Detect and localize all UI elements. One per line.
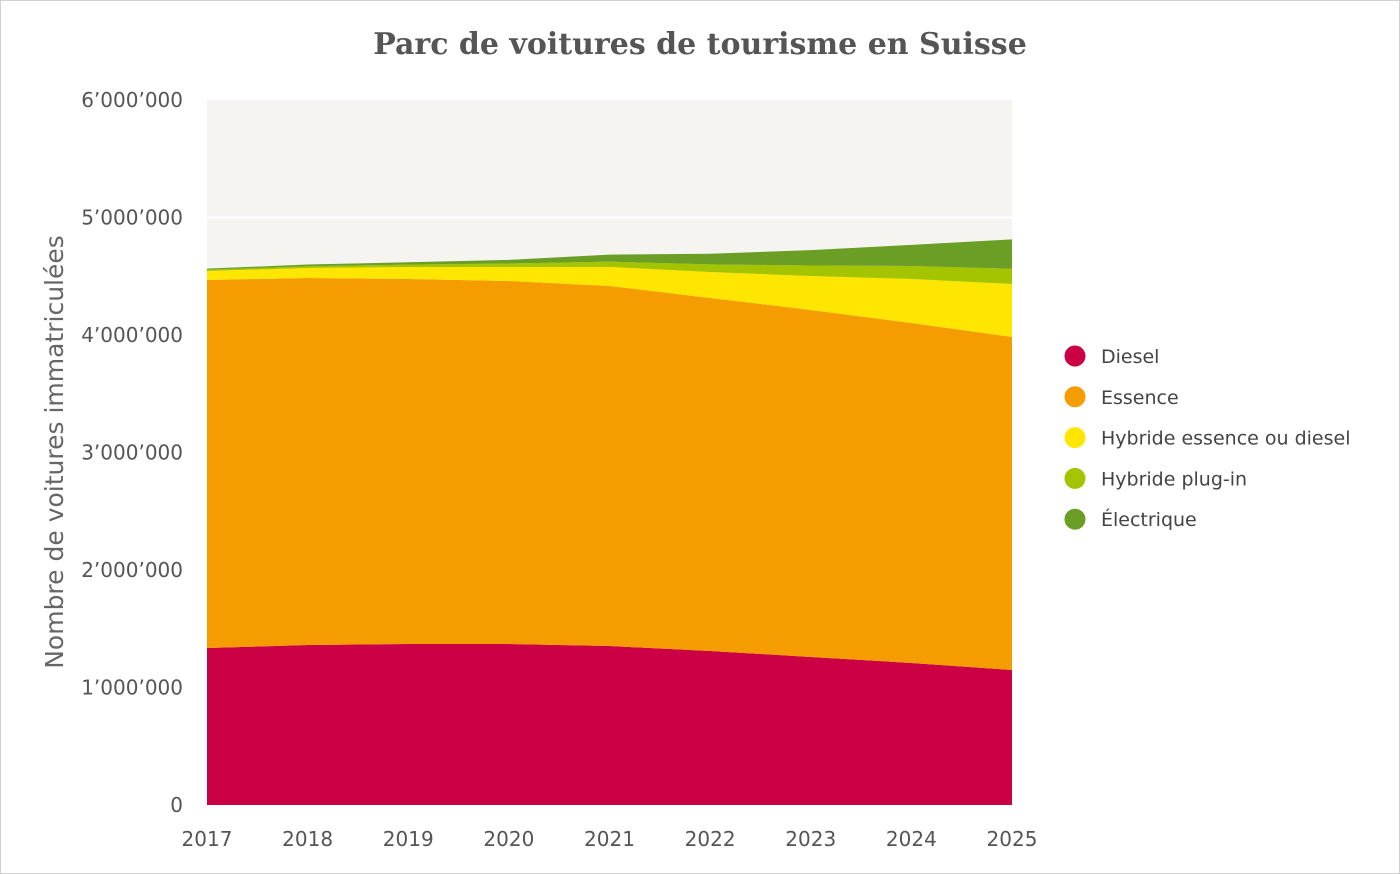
legend-marker (1064, 345, 1086, 367)
y-tick-label: 2’000’000 (81, 558, 183, 582)
x-tick-label: 2021 (584, 827, 635, 851)
y-tick-label: 6’000’000 (81, 88, 183, 112)
legend-marker (1064, 467, 1086, 489)
legend-label: Hybride essence ou diesel (1101, 428, 1350, 450)
x-tick-label: 2018 (282, 827, 333, 851)
x-tick-label: 2022 (685, 827, 736, 851)
y-tick-label: 5’000’000 (81, 206, 183, 230)
legend-label: Essence (1101, 387, 1179, 409)
legend-label: Électrique (1101, 508, 1197, 531)
legend-marker (1064, 508, 1086, 530)
legend-label: Hybride plug-in (1101, 468, 1247, 490)
y-tick-label: 3’000’000 (81, 441, 183, 465)
legend-item: Hybride essence ou diesel (1064, 427, 1350, 450)
legend-item: Hybride plug-in (1064, 467, 1247, 490)
x-tick-label: 2023 (785, 827, 836, 851)
legend-label: Diesel (1101, 346, 1159, 368)
legend-item: Diesel (1064, 345, 1159, 368)
legend-item: Essence (1064, 386, 1179, 409)
area-diesel (207, 644, 1012, 805)
area--lectrique (207, 239, 1012, 270)
y-tick-label: 4’000’000 (81, 323, 183, 347)
area-essence (207, 278, 1012, 670)
x-tick-label: 2017 (182, 827, 233, 851)
x-tick-label: 2020 (483, 827, 534, 851)
y-tick-label: 0 (170, 793, 183, 817)
legend-item: Électrique (1064, 508, 1197, 531)
area-hybride-essence-ou-diesel (207, 266, 1012, 337)
area-hybride-plug-in (207, 261, 1012, 285)
y-axis-label: Nombre de voitures immatriculées (40, 235, 69, 669)
legend-marker (1064, 386, 1086, 408)
chart-title: Parc de voitures de tourisme en Suisse (373, 27, 1027, 62)
x-tick-label: 2019 (383, 827, 434, 851)
y-tick-label: 1’000’000 (81, 676, 183, 700)
x-tick-label: 2024 (886, 827, 937, 851)
x-tick-label: 2025 (987, 827, 1038, 851)
legend-marker (1064, 427, 1086, 449)
